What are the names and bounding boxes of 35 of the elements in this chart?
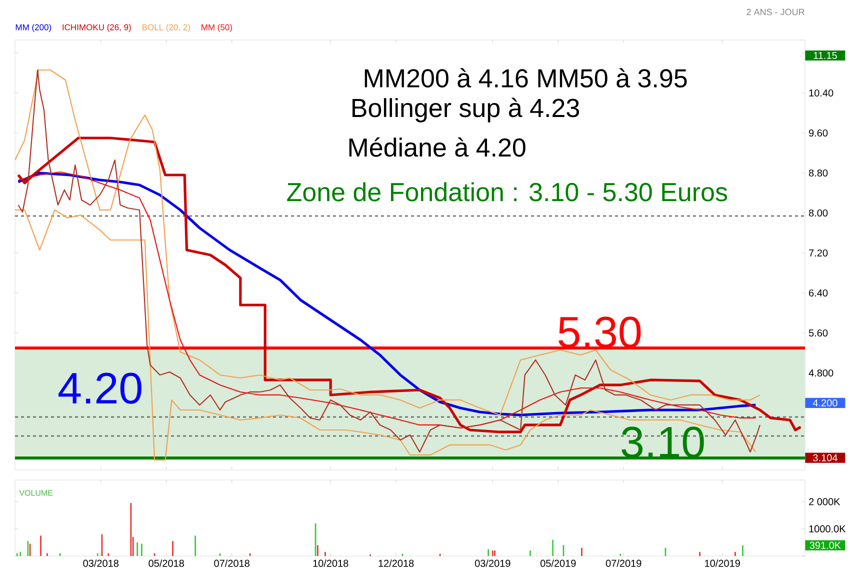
y-tick-label: 2 000K	[809, 498, 840, 506]
x-tick-label: 05/2019	[540, 560, 576, 567]
y-tick-label: 7.20	[809, 249, 828, 257]
y-tick-label: 4.800	[808, 369, 834, 377]
annotation: MM200 à 4.16 MM50 à 3.95	[364, 68, 687, 88]
text: 391.0K	[810, 542, 841, 549]
annotation: Médiane à 4.20	[349, 137, 526, 157]
text: 3.104	[813, 454, 838, 462]
text: VOLUME	[19, 490, 53, 496]
text: BOLL (20, 2)	[142, 24, 190, 32]
x-tick-label: 05/2018	[148, 560, 184, 567]
text: MM (200)	[16, 24, 52, 32]
y-tick-label: 9.60	[809, 129, 828, 137]
text: ICHIMOKU (26, 9)	[62, 24, 131, 32]
text: 4.200	[812, 399, 838, 406]
x-tick-label: 03/2018	[83, 560, 119, 567]
annotation: 4.20	[58, 372, 142, 404]
x-tick-label: 03/2019	[474, 560, 510, 567]
text: 11.15	[814, 52, 837, 59]
x-tick-label: 12/2018	[378, 560, 414, 567]
x-tick-label: 07/2018	[214, 560, 250, 567]
y-tick-label: 5.60	[808, 329, 828, 337]
text: MM (50)	[202, 24, 232, 32]
chart-subtitle: 2 ANS - JOUR	[746, 8, 804, 16]
annotation: Bollinger sup à 4.23	[352, 98, 580, 122]
x-tick-label: 10/2018	[313, 560, 348, 567]
ref-line-label: 5.30	[558, 316, 641, 348]
y-tick-label: 6.40	[809, 289, 828, 297]
annotation: Zone de Fondation : 3.10 - 5.30 Euros	[287, 182, 728, 202]
x-tick-label: 07/2019	[606, 560, 642, 567]
y-tick-label: 8.00	[808, 209, 828, 217]
y-tick-label: 1000.0K	[809, 525, 846, 532]
x-tick-label: 10/2019	[705, 560, 740, 567]
y-tick-label: 8.80	[808, 169, 828, 177]
y-tick-label: 10.40	[809, 89, 834, 97]
